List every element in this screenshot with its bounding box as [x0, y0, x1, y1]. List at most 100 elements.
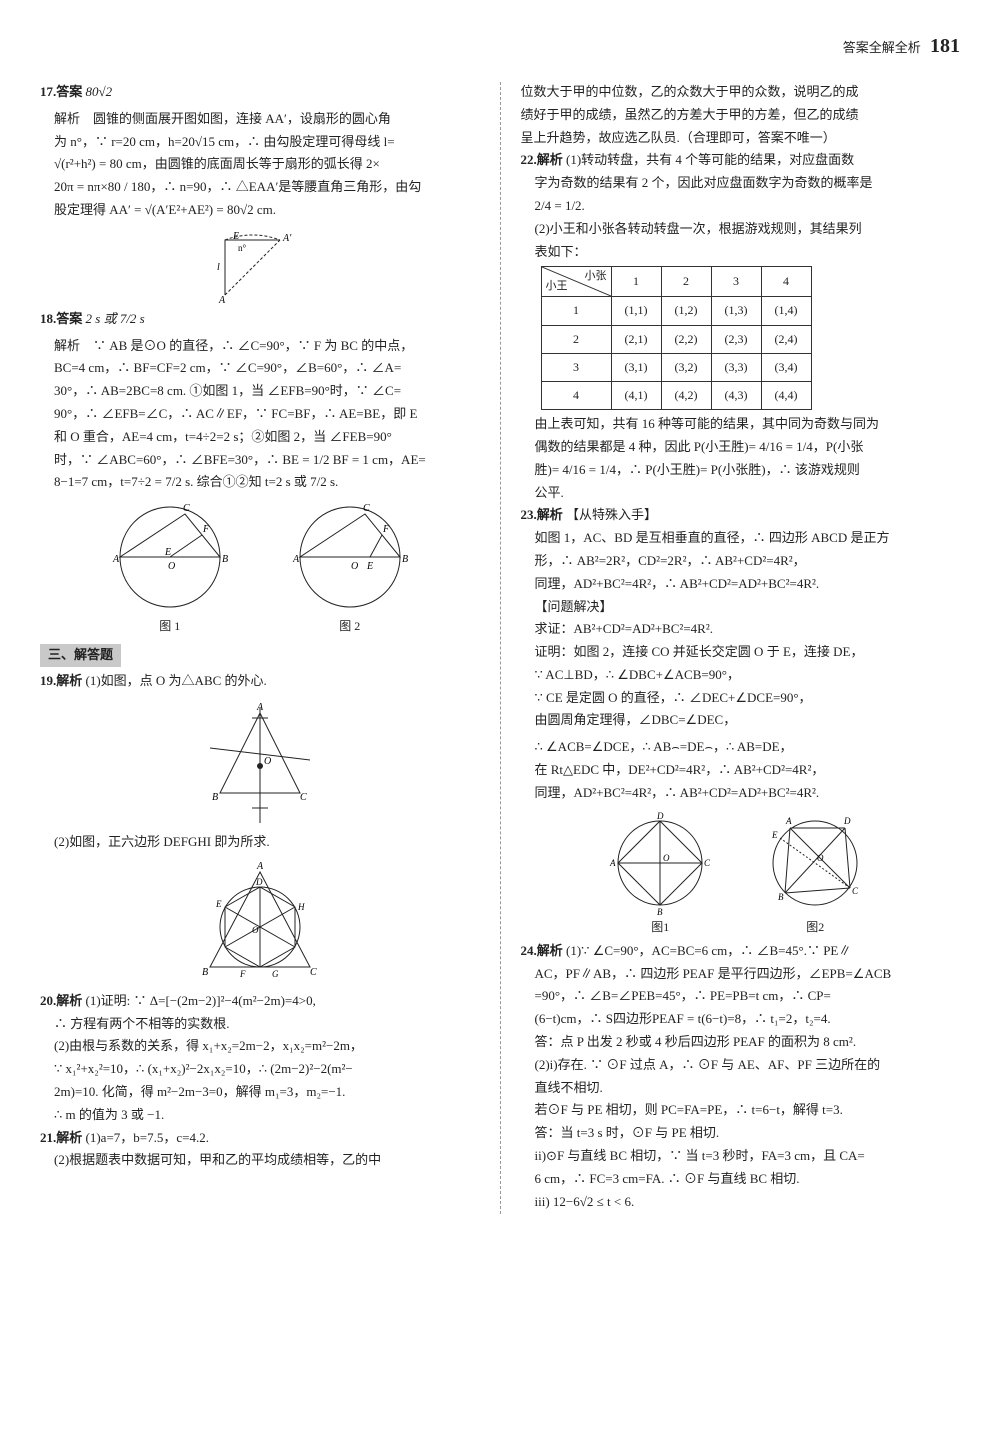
- svg-text:A′: A′: [282, 233, 292, 244]
- svg-text:O: O: [817, 853, 824, 863]
- q23-a2: 同理，AD²+BC²=4R²，∴ AB²+CD²=AD²+BC²=4R².: [535, 574, 961, 595]
- q24-head: 24.解析 (1)∵ ∠C=90°，AC=BC=6 cm，∴ ∠B=45°.∵ …: [521, 941, 961, 962]
- q20-l5: ∴ m 的值为 3 或 −1.: [54, 1105, 480, 1126]
- page-number: 181: [930, 35, 960, 57]
- svg-text:C: C: [852, 886, 859, 896]
- q22-c3: 公平.: [535, 483, 961, 504]
- row-2-h: 2: [541, 325, 611, 353]
- cell: (2,2): [661, 325, 711, 353]
- q23-a6: ∵ AC⊥BD，∴ ∠DBC+∠ACB=90°，: [535, 665, 961, 686]
- cell: (1,1): [611, 297, 661, 325]
- q22-b1: 表如下：: [535, 242, 961, 263]
- diag-col-label: 小张: [585, 268, 607, 286]
- q22-game-table: 小张 小王 1 2 3 4 1 (1,1) (1,2) (1,3) (1,4) …: [541, 266, 812, 410]
- q22-a0: (1)转动转盘，共有 4 个等可能的结果，对应盘面数: [566, 152, 854, 167]
- svg-text:A: A: [785, 816, 792, 826]
- q17-l2: √(r²+h²) = 80 cm，由圆锥的底面周长等于扇形的弧长得 2×: [54, 154, 480, 175]
- q18-explain: 解析 ∵ AB 是⊙O 的直径，∴ ∠C=90°，∵ F 为 BC 的中点， B…: [40, 336, 480, 494]
- q24-l6: 直线不相切.: [535, 1078, 961, 1099]
- q23-b2: 同理，AD²+BC²=4R²，∴ AB²+CD²=AD²+BC²=4R².: [535, 783, 961, 804]
- q23-a4: 求证：AB²+CD²=AD²+BC²=4R².: [535, 619, 961, 640]
- svg-text:A: A: [112, 554, 120, 565]
- svg-text:A: A: [218, 295, 226, 305]
- svg-text:E: E: [164, 547, 171, 558]
- q18-l3: 90°，∴ ∠EFB=∠C，∴ AC∥EF，∵ FC=BF，∴ AE=BE，即 …: [54, 404, 480, 425]
- cell: (2,1): [611, 325, 661, 353]
- q24-l4: 答：点 P 出发 2 秒或 4 秒后四边形 PEAF 的面积为 8 cm².: [535, 1032, 961, 1053]
- col-1: 1: [611, 267, 661, 297]
- svg-text:n°: n°: [238, 243, 247, 253]
- svg-text:E: E: [232, 231, 239, 242]
- q22-a2: 2/4 = 1/2.: [535, 196, 961, 217]
- q24-label: 24.解析: [521, 943, 563, 958]
- q18-label: 18.答案: [40, 311, 82, 326]
- column-divider: [500, 82, 501, 1214]
- table-header-row: 小张 小王 1 2 3 4: [541, 267, 811, 297]
- right-column: 位数大于甲的中位数，乙的众数大于甲的众数，说明乙的成 绩好于甲的成绩，虽然乙的方…: [521, 82, 961, 1214]
- q18-l6: 8−1=7 cm，t=7÷2 = 7/2 s. 综合①②知 t=2 s 或 7/…: [54, 472, 480, 493]
- q21-l1: (2)根据题表中数据可知，甲和乙的平均成绩相等，乙的中: [40, 1150, 480, 1171]
- q23-a8: 由圆周角定理得，∠DBC=∠DEC，: [535, 710, 961, 731]
- table-row: 1 (1,1) (1,2) (1,3) (1,4): [541, 297, 811, 325]
- svg-text:B: B: [212, 792, 218, 803]
- cell: (4,3): [711, 381, 761, 409]
- q23-fig1-label: 图1: [600, 918, 720, 937]
- q24-l9: ii)⊙F 与直线 BC 相切，∵ 当 t=3 秒时，FA=3 cm，且 CA=: [535, 1146, 961, 1167]
- svg-text:B: B: [402, 554, 408, 565]
- svg-text:B: B: [657, 907, 663, 917]
- q17-answer: 17.答案 80√2: [40, 82, 480, 103]
- svg-text:O: O: [168, 561, 175, 572]
- q21c-1: 绩好于甲的成绩，虽然乙的方差大于甲的方差，但乙的成绩: [521, 105, 961, 126]
- svg-text:B: B: [778, 892, 784, 902]
- q21c-2: 呈上升趋势，故应选乙队员.（合理即可，答案不唯一）: [521, 128, 961, 149]
- q23-figs: A B C D O 图1 A: [521, 808, 961, 937]
- table-row: 3 (3,1) (3,2) (3,3) (3,4): [541, 353, 811, 381]
- svg-text:E: E: [771, 830, 778, 840]
- q23-a3: 【问题解决】: [535, 597, 961, 618]
- q24-l1: AC，PF∥AB，∴ 四边形 PEAF 是平行四边形，∠EPB=∠ACB: [535, 964, 961, 985]
- svg-text:D: D: [255, 877, 263, 887]
- svg-text:G: G: [272, 969, 279, 979]
- q21-label: 21.解析: [40, 1130, 82, 1145]
- q22-head: 22.解析 (1)转动转盘，共有 4 个等可能的结果，对应盘面数: [521, 150, 961, 171]
- q20-l0: (1)证明: ∵ Δ=[−(2m−2)]²−4(m²−2m)=4>0,: [86, 993, 316, 1008]
- q18-l5: 时，∵ ∠ABC=60°，∴ ∠BFE=30°，∴ BE = 1/2 BF = …: [54, 450, 480, 471]
- q24-l2: =90°，∴ ∠B=∠PEB=45°，∴ PE=PB=t cm，∴ CP=: [535, 986, 961, 1007]
- q23-body-b: ∴ ∠ACB=∠DCE，∴ AB⌢=DE⌢，∴ AB=DE， 在 Rt△EDC …: [521, 737, 961, 803]
- section-3-title: 三、解答题: [40, 644, 121, 667]
- q21-cont: 位数大于甲的中位数，乙的众数大于甲的众数，说明乙的成 绩好于甲的成绩，虽然乙的方…: [521, 82, 961, 148]
- svg-text:F: F: [382, 524, 390, 535]
- q17-ans: 80√2: [86, 84, 113, 99]
- svg-text:F: F: [239, 969, 246, 979]
- q19-fig1: A B C O: [40, 698, 480, 828]
- cell: (3,2): [661, 353, 711, 381]
- q22-c1: 偶数的结果都是 4 种，因此 P(小王胜)= 4/16 = 1/4，P(小张: [535, 437, 961, 458]
- col-2: 2: [661, 267, 711, 297]
- q19-l2: (2)如图，正六边形 DEFGHI 即为所求.: [40, 832, 480, 853]
- q21-head: 21.解析 (1)a=7，b=7.5，c=4.2.: [40, 1128, 480, 1149]
- page-header: 答案全解全析 181: [40, 30, 960, 62]
- q18-l1: BC=4 cm，∴ BF=CF=2 cm，∵ ∠C=90°，∠B=60°，∴ ∠…: [54, 358, 480, 379]
- q19-fig2: A B C D E F G H O: [40, 857, 480, 987]
- row-4-h: 4: [541, 381, 611, 409]
- q22-c0: 由上表可知，共有 16 种等可能的结果，其中同为奇数与同为: [535, 414, 961, 435]
- cell: (2,4): [761, 325, 811, 353]
- q23-a7: ∵ CE 是定圆 O 的直径，∴ ∠DEC+∠DCE=90°，: [535, 688, 961, 709]
- q19-l1: (1)如图，点 O 为△ABC 的外心.: [86, 673, 267, 688]
- table-diag-cell: 小张 小王: [541, 267, 611, 297]
- svg-text:D: D: [843, 816, 851, 826]
- q19-head: 19.解析 (1)如图，点 O 为△ABC 的外心.: [40, 671, 480, 692]
- q24-l0: (1)∵ ∠C=90°，AC=BC=6 cm，∴ ∠B=45°.∵ PE∥: [566, 943, 851, 958]
- svg-text:C: C: [183, 503, 190, 514]
- q22-b0: (2)小王和小张各转动转盘一次，根据游戏规则，其结果列: [535, 219, 961, 240]
- q22-a1: 字为奇数的结果有 2 个，因此对应盘面数字为奇数的概率是: [535, 173, 961, 194]
- q20-label: 20.解析: [40, 993, 82, 1008]
- q21c-0: 位数大于甲的中位数，乙的众数大于甲的众数，说明乙的成: [521, 82, 961, 103]
- cell: (4,4): [761, 381, 811, 409]
- q22-c: 由上表可知，共有 16 种等可能的结果，其中同为奇数与同为 偶数的结果都是 4 …: [521, 414, 961, 503]
- svg-text:E: E: [215, 899, 222, 909]
- q23-a5: 证明：如图 2，连接 CO 并延长交定圆 O 于 E，连接 DE，: [535, 642, 961, 663]
- q23-fig2-label: 图2: [750, 918, 880, 937]
- table-row: 2 (2,1) (2,2) (2,3) (2,4): [541, 325, 811, 353]
- svg-text:B: B: [222, 554, 228, 565]
